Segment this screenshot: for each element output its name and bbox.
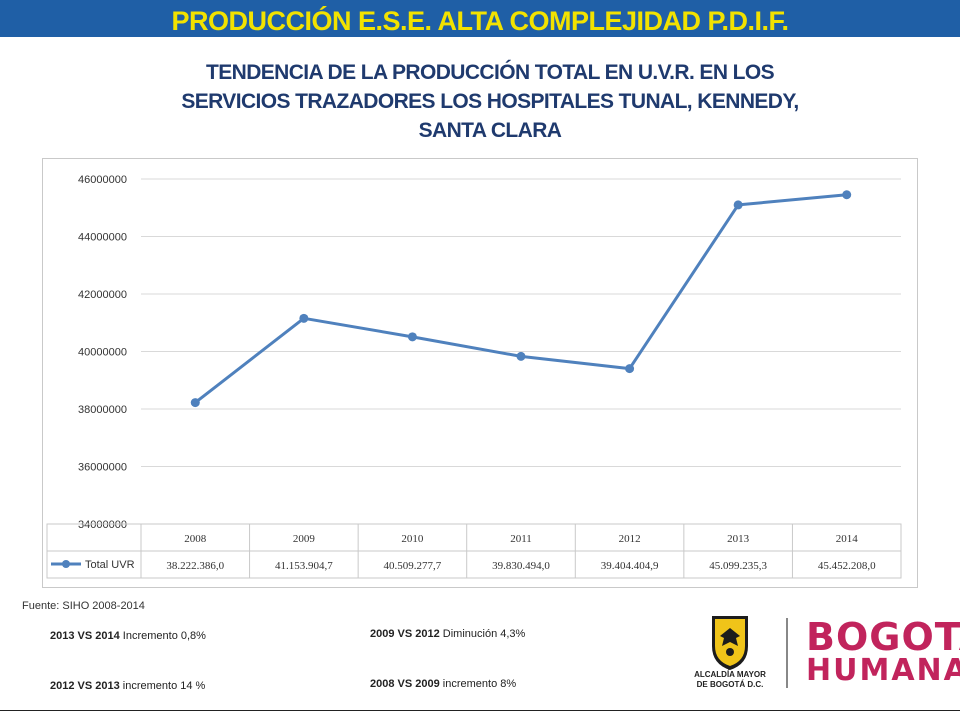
legend-label: Total UVR <box>85 559 135 571</box>
chart-subtitle: TENDENCIA DE LA PRODUCCIÓN TOTAL EN U.V.… <box>80 58 900 145</box>
y-tick-label: 34000000 <box>78 519 127 531</box>
humana-logo-text: HUMANA <box>806 653 960 688</box>
subtitle-line: TENDENCIA DE LA PRODUCCIÓN TOTAL EN U.V.… <box>206 61 775 84</box>
y-tick-label: 40000000 <box>78 347 127 359</box>
header-bar <box>0 0 960 37</box>
legend-marker <box>62 560 70 568</box>
y-tick-label: 38000000 <box>78 404 127 416</box>
data-label: 45.452.208,0 <box>818 560 876 572</box>
data-point <box>190 398 200 408</box>
alcaldia-line: DE BOGOTÁ D.C. <box>696 680 764 689</box>
comparison-years: 2009 VS 2012 <box>370 628 440 640</box>
data-label: 39.404.404,9 <box>601 560 659 572</box>
page-title: PRODUCCIÓN E.S.E. ALTA COMPLEJIDAD P.D.I… <box>171 6 789 36</box>
subtitle-line: SERVICIOS TRAZADORES LOS HOSPITALES TUNA… <box>181 90 799 113</box>
data-point <box>299 313 309 323</box>
data-point <box>733 200 743 210</box>
comparison-text: Incremento 0,8% <box>119 630 206 642</box>
comparison-2009-2012: 2009 VS 2012 Diminución 4,3% <box>370 628 525 640</box>
x-tick-label: 2010 <box>401 533 424 545</box>
footer-divider <box>0 710 960 711</box>
bogota-logo-text: BOGOTÁ <box>806 615 960 659</box>
data-point <box>516 351 526 361</box>
series-line-total-uvr <box>194 193 847 404</box>
x-tick-label: 2013 <box>727 533 750 545</box>
data-point <box>625 364 635 374</box>
comparison-text: Diminución 4,3% <box>439 628 526 640</box>
y-tick-label: 46000000 <box>78 174 127 186</box>
comparison-2008-2009: 2008 VS 2009 incremento 8% <box>370 678 516 690</box>
data-point <box>842 190 852 200</box>
comparison-2012-2013: 2012 VS 2013 incremento 14 % <box>50 680 205 692</box>
alcaldia-shield-logo <box>712 616 748 670</box>
y-tick-label: 42000000 <box>78 289 127 301</box>
alcaldia-text: ALCALDÍA MAYOR DE BOGOTÁ D.C. <box>680 670 780 690</box>
data-point <box>407 332 417 342</box>
y-tick-label: 44000000 <box>78 232 127 244</box>
source-note: Fuente: SIHO 2008-2014 <box>22 600 145 612</box>
data-label: 39.830.494,0 <box>492 560 550 572</box>
logo-divider <box>786 618 788 688</box>
data-label: 40.509.277,7 <box>384 560 442 572</box>
subtitle-line: SANTA CLARA <box>418 119 562 142</box>
alcaldia-line: ALCALDÍA MAYOR <box>694 670 766 679</box>
x-tick-label: 2011 <box>510 533 532 545</box>
chart-svg: 34000000 36000000 38000000 40000000 42000000… <box>46 174 902 579</box>
comparison-text: incremento 8% <box>439 678 517 690</box>
comparison-years: 2013 VS 2014 <box>50 630 120 642</box>
line-chart: 34000000 36000000 38000000 40000000 42000000… <box>42 158 918 588</box>
x-tick-label: 2009 <box>293 533 316 545</box>
comparison-years: 2008 VS 2009 <box>370 678 440 690</box>
y-tick-label: 36000000 <box>78 462 127 474</box>
x-tick-label: 2012 <box>619 533 641 545</box>
data-label: 45.099.235,3 <box>709 560 767 572</box>
data-label: 41.153.904,7 <box>275 560 333 572</box>
data-label: 38.222.386,0 <box>166 560 224 572</box>
comparison-text: incremento 14 % <box>119 680 206 692</box>
comparison-years: 2012 VS 2013 <box>50 680 120 692</box>
comparison-2013-2014: 2013 VS 2014 Incremento 0,8% <box>50 630 206 642</box>
x-tick-label: 2014 <box>836 533 859 545</box>
x-tick-label: 2008 <box>184 533 207 545</box>
